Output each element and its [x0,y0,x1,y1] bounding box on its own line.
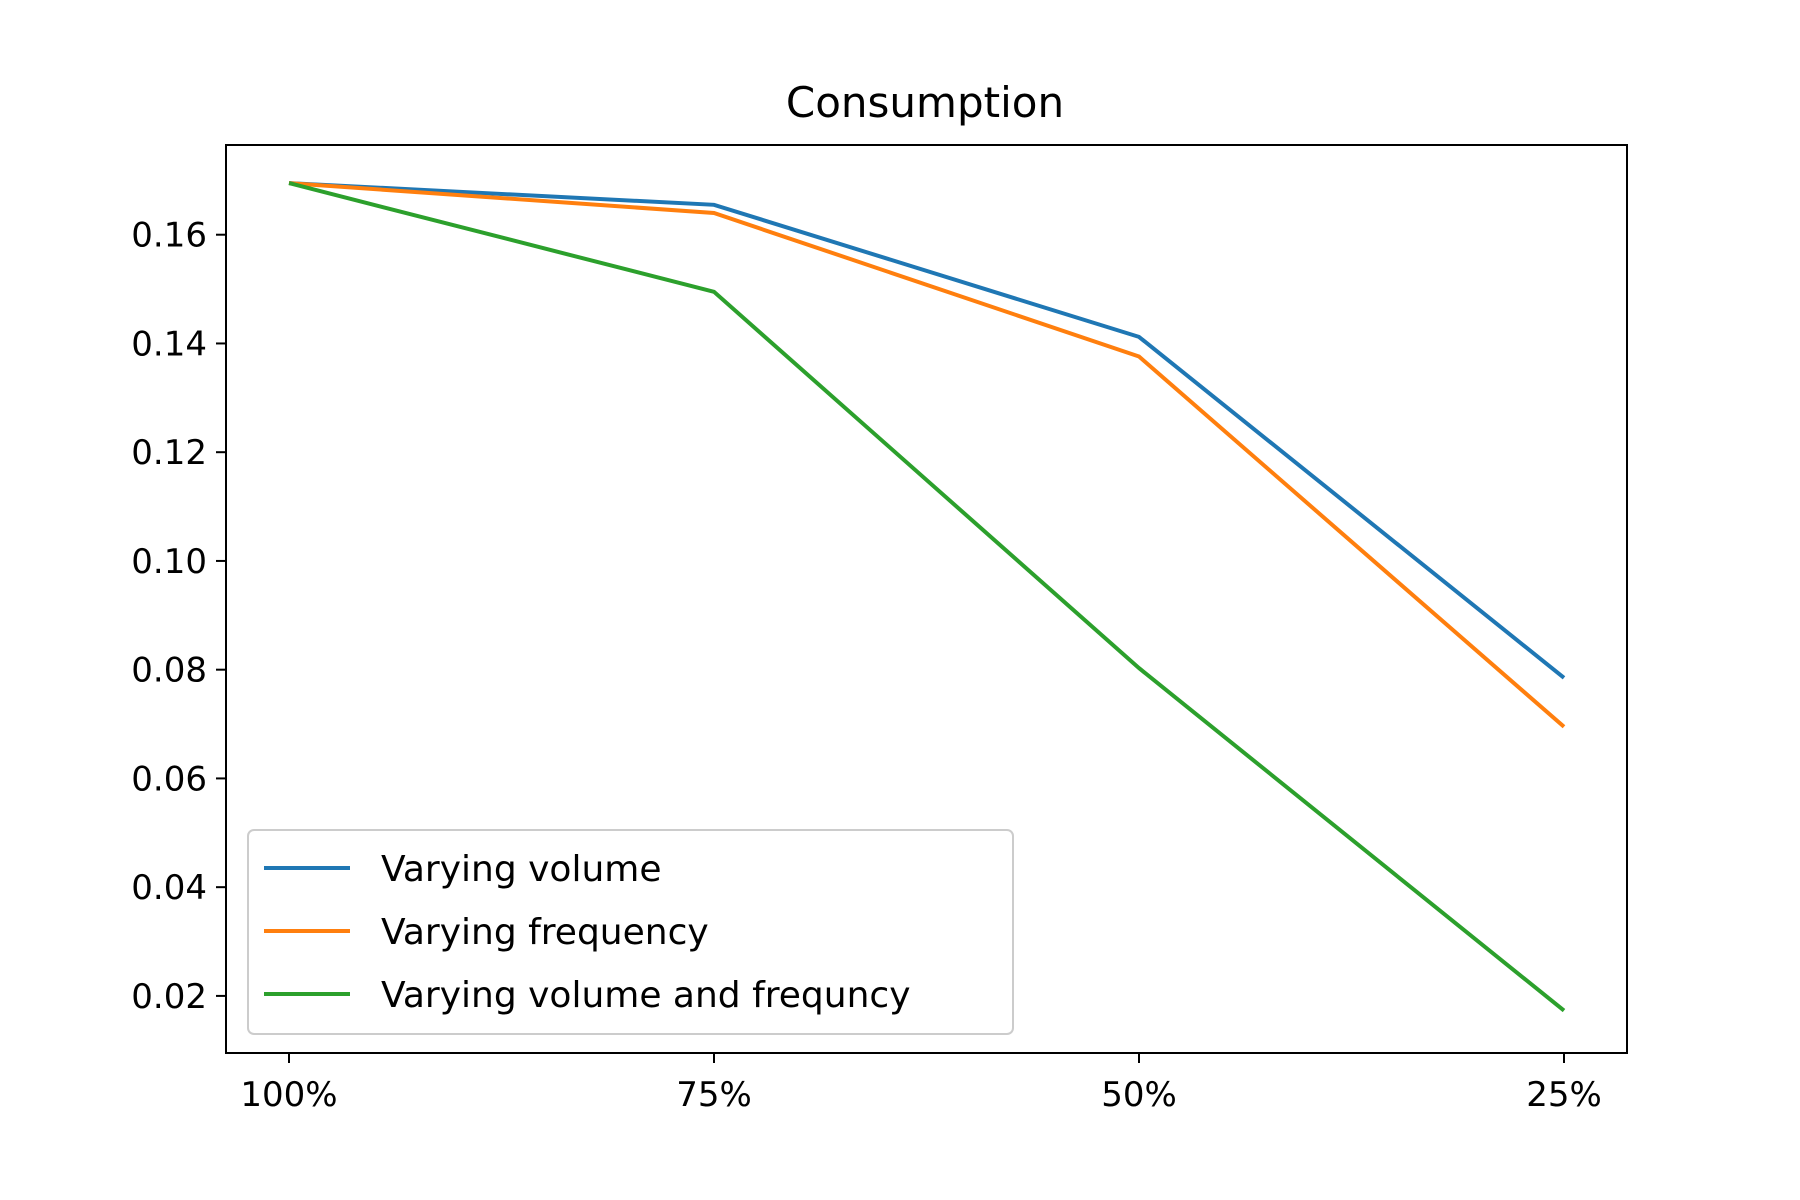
x-tick-label: 75% [676,1075,752,1115]
x-tick-label: 100% [240,1075,337,1115]
legend-label-1: Varying volume [381,849,661,890]
y-tick-label: 0.16 [131,216,207,256]
legend-box [247,829,1014,1035]
series-line-3 [288,181,1566,1013]
y-tick-label: 0.10 [131,542,207,582]
x-tick-label: 25% [1526,1075,1602,1115]
x-tick-label: 50% [1101,1075,1177,1115]
y-tick-label: 0.08 [131,651,207,691]
y-tick-label: 0.12 [131,433,207,473]
legend-label-2: Varying frequency [381,912,709,953]
y-tick-label: 0.14 [131,324,207,364]
legend: Varying volume Varying frequency Varying v… [247,829,1014,1035]
series-layer [288,181,1566,1013]
y-tick-label: 0.04 [131,868,207,908]
plot-frame [225,144,1628,1054]
y-tick-label: 0.02 [131,977,207,1017]
chart-title: Consumption [786,78,1064,127]
x-axis: 100% 75% 50% 25% [240,1053,1602,1115]
y-tick-label: 0.06 [131,759,207,799]
series-line-1 [288,181,1566,680]
series-line-2 [288,181,1566,729]
y-axis: 0.02 0.04 0.06 0.08 0.10 0.12 0.14 0.16 [131,216,226,1017]
legend-label-3: Varying volume and frequncy [381,975,911,1016]
